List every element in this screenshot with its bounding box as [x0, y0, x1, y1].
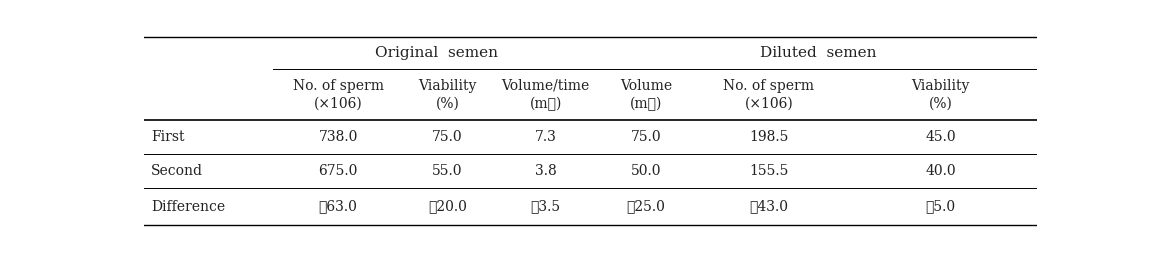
Text: ≣63.0: ≣63.0 — [319, 200, 357, 213]
Text: 45.0: 45.0 — [925, 130, 956, 144]
Text: 7.3: 7.3 — [535, 130, 556, 144]
Text: 738.0: 738.0 — [318, 130, 358, 144]
Text: 50.0: 50.0 — [631, 164, 661, 178]
Text: First: First — [151, 130, 184, 144]
Text: Viability: Viability — [911, 79, 970, 93]
Text: No. of sperm: No. of sperm — [723, 79, 814, 93]
Text: ≣43.0: ≣43.0 — [750, 200, 788, 213]
Text: ≣5.0: ≣5.0 — [926, 200, 956, 213]
Text: Volume/time: Volume/time — [501, 79, 590, 93]
Text: (%): (%) — [929, 97, 953, 110]
Text: 55.0: 55.0 — [432, 164, 463, 178]
Text: (×106): (×106) — [313, 97, 363, 110]
Text: (%): (%) — [435, 97, 460, 110]
Text: ≣3.5: ≣3.5 — [531, 200, 561, 213]
Text: ≣20.0: ≣20.0 — [429, 200, 467, 213]
Text: 75.0: 75.0 — [432, 130, 463, 144]
Text: Viability: Viability — [418, 79, 477, 93]
Text: (mℓ): (mℓ) — [530, 96, 562, 111]
Text: 3.8: 3.8 — [535, 164, 556, 178]
Text: 40.0: 40.0 — [925, 164, 956, 178]
Text: Diluted  semen: Diluted semen — [760, 46, 877, 60]
Text: 198.5: 198.5 — [749, 130, 789, 144]
Text: 75.0: 75.0 — [631, 130, 661, 144]
Text: Difference: Difference — [151, 200, 226, 213]
Text: ≣25.0: ≣25.0 — [627, 200, 666, 213]
Text: Volume: Volume — [620, 79, 673, 93]
Text: Second: Second — [151, 164, 203, 178]
Text: Original  semen: Original semen — [374, 46, 498, 60]
Text: (mℓ): (mℓ) — [630, 96, 662, 111]
Text: (×106): (×106) — [744, 97, 794, 110]
Text: No. of sperm: No. of sperm — [293, 79, 384, 93]
Text: 155.5: 155.5 — [749, 164, 789, 178]
Text: 675.0: 675.0 — [318, 164, 358, 178]
